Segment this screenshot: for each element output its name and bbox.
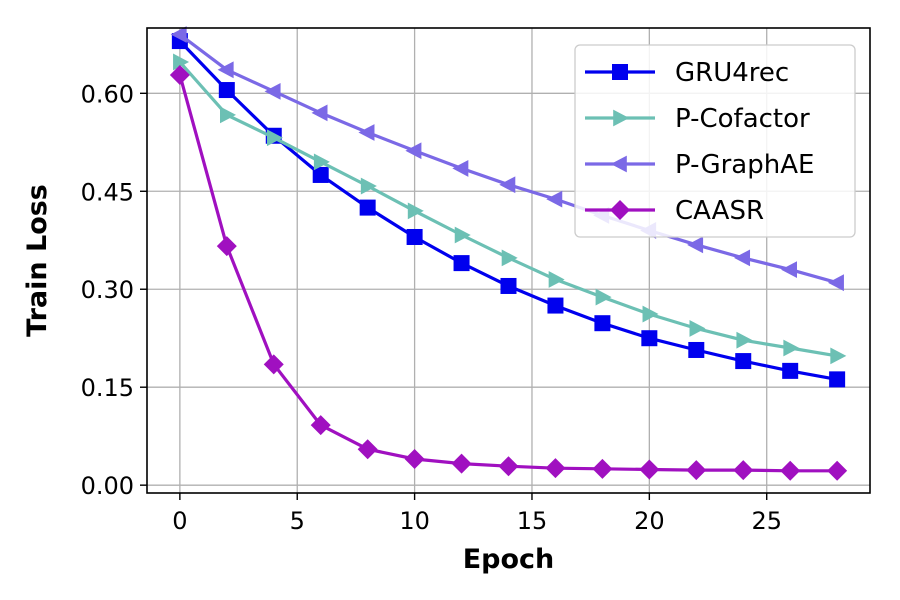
data-point: [499, 176, 516, 194]
data-point: [404, 449, 425, 470]
data-point: [357, 439, 378, 460]
data-point: [218, 82, 235, 99]
data-point: [686, 460, 707, 481]
data-point: [736, 331, 753, 349]
series-layer: [169, 26, 848, 481]
data-point: [827, 274, 844, 292]
data-point: [264, 82, 281, 100]
legend-marker: [613, 109, 630, 127]
data-point: [548, 271, 565, 288]
data-point: [263, 354, 284, 375]
data-point: [733, 460, 754, 481]
data-point: [311, 104, 328, 122]
legend-entry: GRU4rec: [585, 58, 789, 88]
legend-entry: CAASR: [585, 196, 764, 226]
data-point: [780, 261, 797, 279]
data-point: [358, 124, 375, 141]
legend-box: [574, 44, 856, 238]
x-tick-label: 5: [290, 507, 305, 535]
data-point: [827, 460, 848, 481]
data-point: [216, 236, 237, 257]
data-point: [312, 166, 329, 183]
data-point: [829, 371, 846, 388]
series-caasr: [169, 65, 848, 481]
legend-label: CAASR: [675, 196, 764, 226]
data-point: [310, 415, 331, 436]
x-tick-label: 0: [172, 507, 187, 535]
x-axis-label: Epoch: [463, 544, 555, 575]
data-point: [498, 456, 519, 477]
data-point: [639, 459, 660, 480]
data-point: [406, 228, 423, 245]
data-point: [359, 199, 376, 216]
legend: GRU4rec P-Cofactor P-GraphAE CAASR: [574, 44, 856, 238]
data-point: [173, 53, 190, 71]
data-point: [734, 249, 751, 267]
data-point: [454, 226, 471, 244]
legend-label: GRU4rec: [675, 58, 789, 88]
data-point: [217, 61, 234, 79]
data-point: [689, 320, 706, 337]
axis-ticks: 0 5 10 15 20 25 0.00 0.15 0.30 0.45 0.60: [81, 80, 782, 535]
y-axis-label: Train Loss: [22, 184, 53, 337]
data-point: [594, 315, 611, 332]
x-tick-label: 15: [517, 507, 548, 535]
data-point: [452, 160, 469, 177]
plot-area-frame: [146, 27, 871, 494]
data-point: [595, 288, 612, 306]
data-point: [641, 330, 658, 347]
data-point: [592, 458, 613, 479]
data-point: [170, 26, 187, 43]
data-point: [360, 177, 377, 195]
data-point: [407, 202, 424, 220]
data-point: [313, 153, 330, 171]
y-tick-label: 0.15: [81, 374, 134, 402]
data-point: [500, 277, 517, 294]
y-tick-label: 0.30: [81, 276, 134, 304]
data-point: [830, 347, 847, 365]
data-point: [501, 249, 518, 267]
data-point: [451, 453, 472, 474]
legend-label: P-GraphAE: [675, 150, 814, 180]
data-point: [780, 460, 801, 481]
legend-marker: [610, 200, 630, 220]
data-point: [782, 362, 799, 379]
data-point: [687, 236, 704, 254]
legend-marker: [610, 155, 627, 173]
data-point: [546, 190, 563, 208]
y-tick-label: 0.00: [81, 472, 134, 500]
data-point: [642, 305, 659, 323]
legend-entry: P-GraphAE: [585, 150, 814, 180]
data-point: [220, 106, 237, 124]
data-point: [688, 341, 705, 358]
data-point: [545, 458, 566, 479]
y-tick-label: 0.45: [81, 178, 134, 206]
x-tick-label: 10: [399, 507, 430, 535]
data-point: [169, 65, 190, 86]
legend-marker: [612, 64, 628, 80]
series-p-cofactor: [173, 53, 847, 365]
data-point: [735, 353, 752, 370]
legend-entry: P-Cofactor: [585, 104, 810, 134]
data-point: [453, 255, 470, 272]
data-point: [547, 297, 564, 314]
data-point: [266, 129, 283, 147]
legend-label: P-Cofactor: [675, 104, 810, 134]
data-point: [405, 142, 422, 160]
x-tick-label: 25: [751, 507, 782, 535]
x-tick-label: 20: [634, 507, 665, 535]
y-tick-label: 0.60: [81, 80, 134, 108]
data-point: [783, 339, 800, 357]
